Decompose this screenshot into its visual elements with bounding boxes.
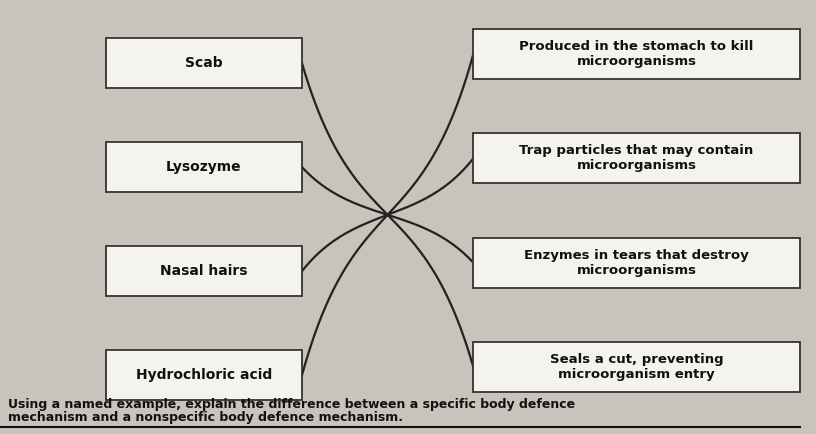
FancyBboxPatch shape [473, 134, 800, 183]
FancyBboxPatch shape [106, 247, 302, 296]
Text: Enzymes in tears that destroy
microorganisms: Enzymes in tears that destroy microorgan… [524, 249, 749, 276]
Text: Hydrochloric acid: Hydrochloric acid [136, 368, 272, 382]
Text: Produced in the stomach to kill
microorganisms: Produced in the stomach to kill microorg… [519, 40, 754, 68]
FancyBboxPatch shape [473, 30, 800, 79]
FancyBboxPatch shape [106, 142, 302, 192]
Text: Lysozyme: Lysozyme [166, 160, 242, 174]
Text: Nasal hairs: Nasal hairs [160, 264, 248, 278]
Text: Seals a cut, preventing
microorganism entry: Seals a cut, preventing microorganism en… [550, 353, 723, 381]
Text: mechanism and a nonspecific body defence mechanism.: mechanism and a nonspecific body defence… [8, 411, 403, 424]
Text: Trap particles that may contain
microorganisms: Trap particles that may contain microorg… [519, 145, 754, 172]
FancyBboxPatch shape [473, 342, 800, 391]
FancyBboxPatch shape [106, 38, 302, 88]
Text: Scab: Scab [185, 56, 223, 70]
FancyBboxPatch shape [473, 237, 800, 287]
Text: Using a named example, explain the difference between a specific body defence: Using a named example, explain the diffe… [8, 398, 575, 411]
FancyBboxPatch shape [106, 351, 302, 400]
